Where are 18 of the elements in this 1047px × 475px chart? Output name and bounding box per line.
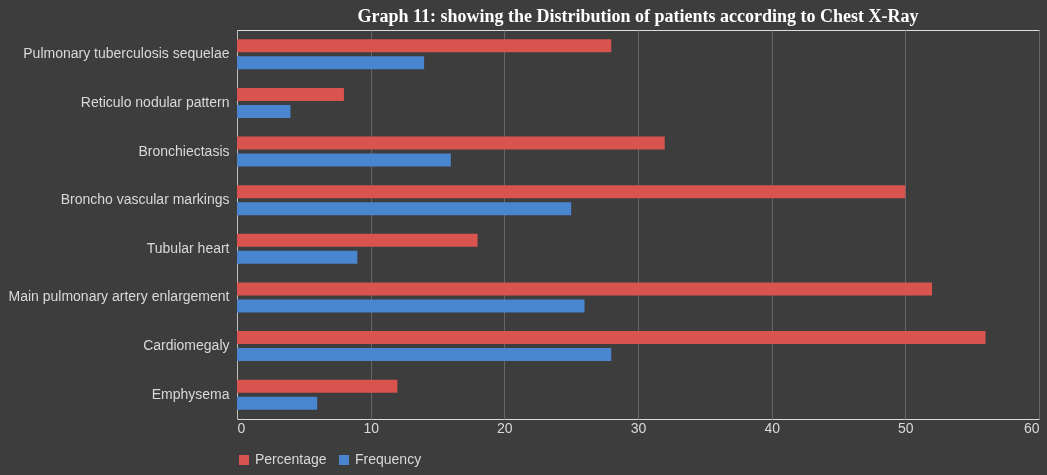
x-tick-label: 40 (764, 419, 781, 436)
x-tick-label: 60 (1023, 419, 1040, 436)
chart-title: Graph 11: showing the Distribution of patients according to Chest X-Ray (357, 6, 919, 26)
y-tick-label: Cardiomegaly (143, 337, 230, 354)
y-tick-label: Tubular heart (146, 239, 230, 256)
x-tick-label: 20 (497, 419, 513, 436)
x-tick-label: 30 (630, 419, 647, 436)
y-tick-label: Reticulo nodular pattern (80, 93, 230, 110)
y-tick-label: Main pulmonary artery enlargement (8, 288, 230, 305)
y-tick-label: Pulmonary tuberculosis sequelae (23, 45, 230, 62)
y-tick-label: Broncho vascular markings (60, 191, 230, 208)
x-tick-label: 10 (363, 419, 380, 436)
x-tick-label: 0 (237, 419, 246, 436)
legend-label: Percentage (255, 451, 327, 467)
y-tick-label: Bronchiectasis (138, 142, 230, 159)
x-tick-label: 50 (898, 419, 914, 436)
legend-label: Frequency (355, 451, 422, 467)
y-tick-label: Emphysema (151, 385, 230, 402)
